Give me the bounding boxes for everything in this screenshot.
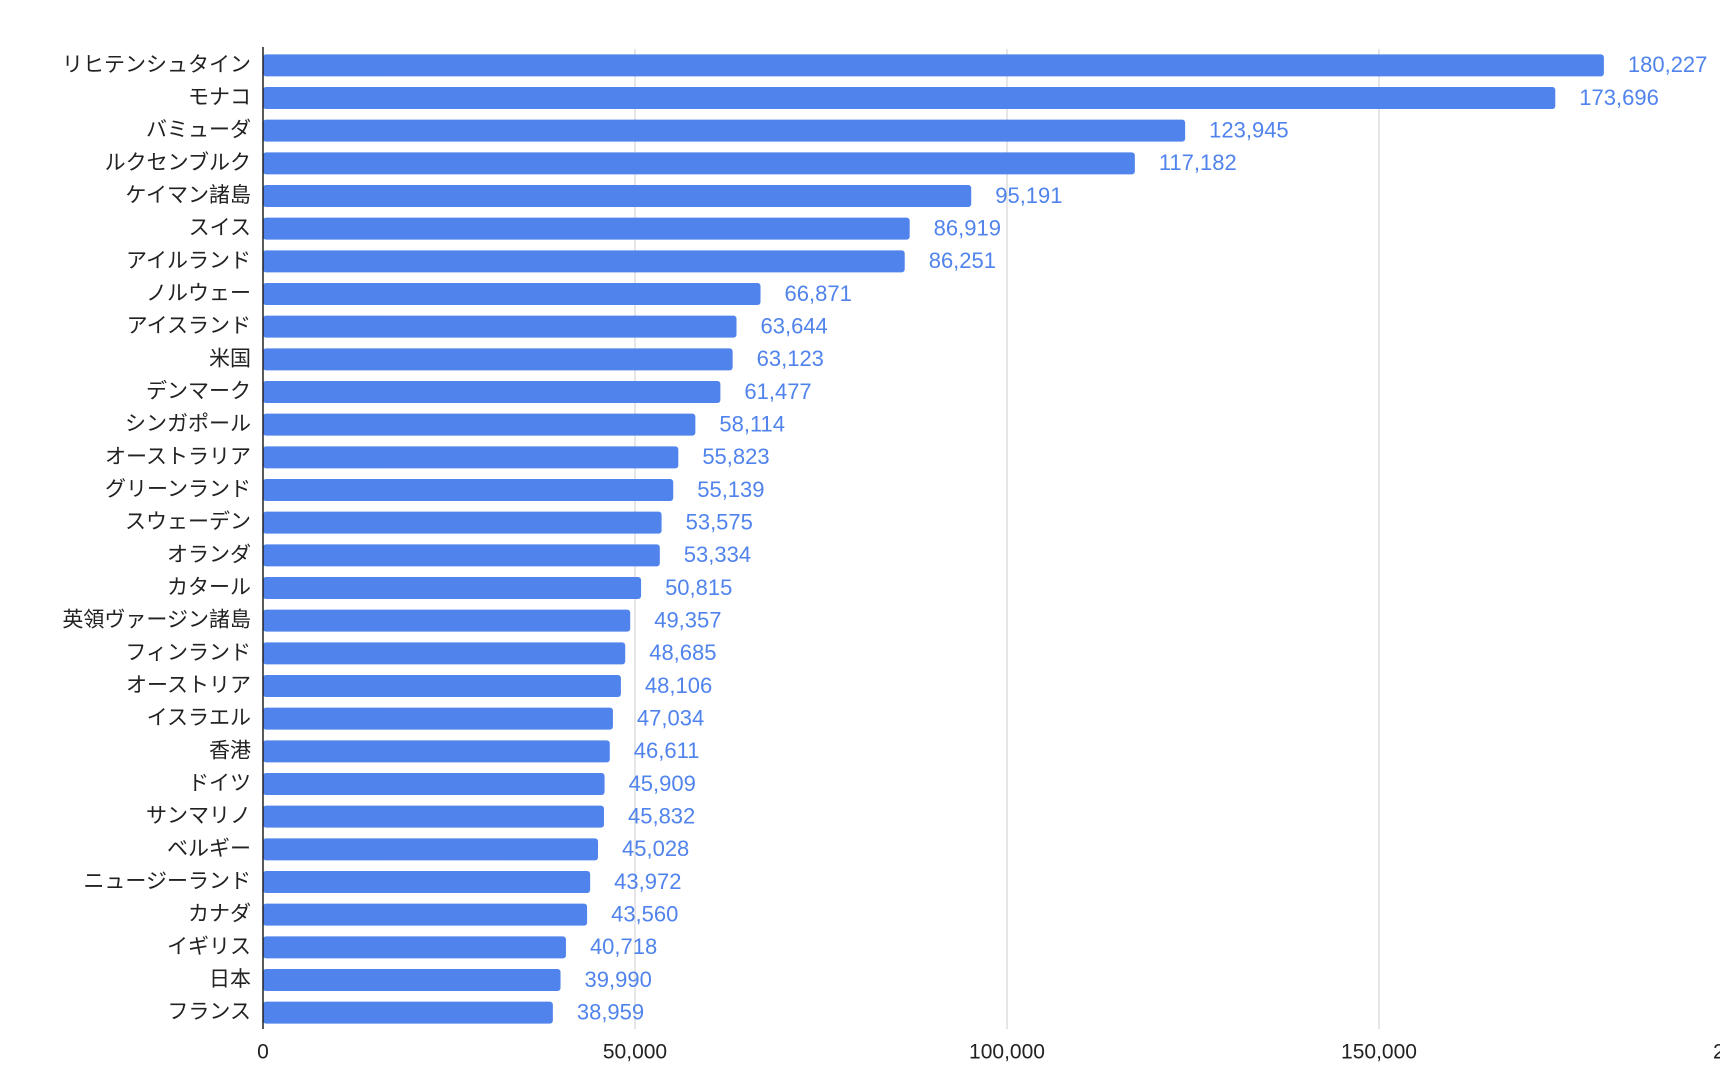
value-label: 180,227 xyxy=(1628,52,1708,77)
value-label: 58,114 xyxy=(719,411,785,436)
y-tick-label: ドイツ xyxy=(188,771,251,795)
bar xyxy=(263,446,679,469)
y-tick-label: サンマリノ xyxy=(146,804,251,828)
value-label: 45,909 xyxy=(629,771,696,796)
bar xyxy=(263,871,591,893)
x-tick-label: 150,000 xyxy=(1341,1041,1417,1064)
value-label: 86,251 xyxy=(929,248,996,273)
y-tick-label: ニュージーランド xyxy=(83,869,251,893)
value-label: 95,191 xyxy=(995,183,1062,208)
bar xyxy=(263,511,662,534)
y-tick-label: イスラエル xyxy=(147,706,251,730)
bar xyxy=(263,479,674,501)
x-tick-label: 200,000 xyxy=(1713,1041,1720,1064)
y-tick-label: バミューダ xyxy=(146,118,251,142)
value-label: 53,575 xyxy=(686,509,753,534)
y-tick-label: カタール xyxy=(167,575,251,599)
value-label: 46,611 xyxy=(634,738,700,763)
bar xyxy=(263,1001,553,1024)
bar xyxy=(263,185,972,207)
bar xyxy=(263,381,721,403)
y-tick-label: シンガポール xyxy=(125,412,251,436)
y-tick-label: モナコ xyxy=(188,85,251,109)
value-label: 40,718 xyxy=(590,934,657,959)
value-label: 48,685 xyxy=(649,640,716,665)
value-label: 45,832 xyxy=(628,803,695,828)
y-tick-label: 香港 xyxy=(209,738,251,762)
bar xyxy=(263,348,733,371)
y-tick-label: オーストラリア xyxy=(105,444,251,468)
bar xyxy=(263,936,566,959)
y-tick-label: オーストリア xyxy=(126,673,251,697)
y-tick-label: ルクセンブルク xyxy=(105,150,251,174)
bar xyxy=(263,903,588,926)
value-label: 48,106 xyxy=(645,673,712,698)
value-label: 55,139 xyxy=(697,477,764,502)
value-label: 123,945 xyxy=(1209,117,1289,142)
y-tick-label: 日本 xyxy=(209,967,251,991)
value-label: 63,123 xyxy=(757,346,824,371)
y-tick-label: グリーンランド xyxy=(105,477,251,501)
y-tick-label: スイス xyxy=(189,216,251,240)
bar xyxy=(263,315,737,338)
value-label: 66,871 xyxy=(785,281,852,306)
y-tick-label: 英領ヴァージン諸島 xyxy=(62,608,251,632)
bar xyxy=(263,119,1186,142)
value-label: 38,959 xyxy=(577,999,644,1024)
y-tick-label: リヒテンシュタイン xyxy=(62,52,251,76)
bar xyxy=(263,544,660,567)
value-label: 117,182 xyxy=(1159,150,1237,175)
bar xyxy=(263,773,605,795)
x-tick-label: 50,000 xyxy=(603,1041,667,1064)
bar xyxy=(263,838,599,861)
x-tick-label: 100,000 xyxy=(969,1041,1045,1064)
bar xyxy=(263,413,696,436)
y-tick-label: ノルウェー xyxy=(146,281,251,305)
bar xyxy=(263,283,761,305)
bar xyxy=(263,969,561,991)
value-label: 61,477 xyxy=(744,379,811,404)
value-label: 50,815 xyxy=(665,575,732,600)
bar xyxy=(263,87,1556,109)
value-label: 63,644 xyxy=(761,313,828,338)
value-label: 47,034 xyxy=(637,705,704,730)
x-tick-label: 0 xyxy=(257,1041,269,1064)
bar xyxy=(263,250,905,273)
value-label: 86,919 xyxy=(934,215,1001,240)
y-tick-label: イギリス xyxy=(167,934,251,958)
value-label: 43,972 xyxy=(614,869,681,894)
bar xyxy=(263,740,610,763)
bar xyxy=(263,707,613,730)
bar xyxy=(263,152,1135,175)
value-label: 39,990 xyxy=(585,967,652,992)
value-label: 173,696 xyxy=(1579,85,1659,110)
value-label: 55,823 xyxy=(702,444,769,469)
y-tick-label: オランダ xyxy=(167,542,251,566)
y-tick-label: ベルギー xyxy=(167,836,251,860)
y-tick-label: カナダ xyxy=(188,902,251,926)
bar xyxy=(263,675,621,697)
y-tick-label: スウェーデン xyxy=(125,510,251,534)
bar xyxy=(263,609,631,632)
y-tick-label: フィンランド xyxy=(125,640,251,664)
value-label: 45,028 xyxy=(622,836,689,861)
value-label: 43,560 xyxy=(611,901,678,926)
bar xyxy=(263,54,1604,77)
bar xyxy=(263,805,604,828)
y-tick-label: アイスランド xyxy=(127,314,251,338)
value-label: 49,357 xyxy=(654,607,721,632)
y-tick-label: 米国 xyxy=(209,346,251,370)
y-tick-label: アイルランド xyxy=(126,248,251,272)
y-tick-label: デンマーク xyxy=(146,379,251,403)
bar xyxy=(263,642,626,665)
bar xyxy=(263,217,910,240)
y-tick-label: フランス xyxy=(167,1000,251,1024)
y-tick-label: ケイマン諸島 xyxy=(125,183,251,207)
value-label: 53,334 xyxy=(684,542,751,567)
bar xyxy=(263,577,642,599)
